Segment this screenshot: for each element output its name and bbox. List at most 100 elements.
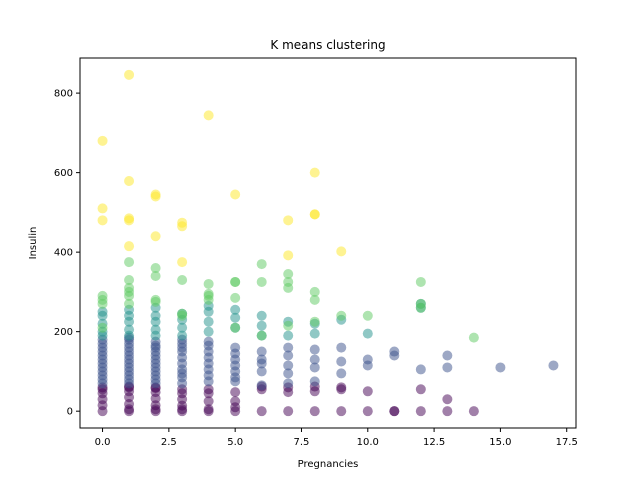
data-point-cluster-0 [177,404,188,415]
data-point-cluster-1 [495,362,506,373]
data-point-cluster-3 [97,322,108,333]
y-tick-label: 400 [54,248,73,259]
data-point-cluster-0 [230,387,241,398]
data-point-cluster-0 [362,406,373,417]
data-point-cluster-1 [336,342,347,353]
data-point-cluster-4 [230,189,241,200]
data-point-cluster-3 [124,298,135,309]
data-point-cluster-2 [150,324,161,335]
x-axis-label: Pregnancies [298,459,359,470]
data-point-cluster-2 [97,306,108,317]
data-point-cluster-4 [309,209,320,220]
data-point-cluster-3 [177,310,188,321]
data-point-cluster-0 [442,394,453,405]
data-point-cluster-1 [203,336,214,347]
data-point-cluster-1 [256,380,267,391]
data-point-cluster-3 [124,257,135,268]
x-tick-label: 12.5 [423,437,445,448]
data-point-cluster-0 [362,386,373,397]
data-point-cluster-1 [283,350,294,361]
data-point-cluster-4 [124,241,135,252]
axes-frame [79,57,577,429]
data-point-cluster-3 [203,290,214,301]
data-point-cluster-0 [203,396,214,407]
data-point-cluster-3 [150,263,161,274]
points-layer [97,69,559,417]
data-point-cluster-2 [177,322,188,333]
data-point-cluster-1 [256,366,267,377]
data-point-cluster-4 [97,135,108,146]
data-point-cluster-4 [150,191,161,202]
data-point-cluster-2 [177,330,188,341]
data-point-cluster-0 [230,396,241,407]
data-point-cluster-3 [150,271,161,281]
data-point-cluster-3 [124,274,135,285]
data-point-cluster-1 [336,356,347,367]
data-point-cluster-4 [124,215,135,226]
data-point-cluster-3 [415,302,426,313]
data-point-cluster-0 [389,406,400,417]
y-axis-label: Insulin [28,227,39,260]
x-tick-label: 2.5 [161,437,177,448]
data-point-cluster-3 [283,269,294,280]
data-point-cluster-4 [336,246,347,257]
x-axis-ticks: 0.0 2.5 5.0 7.5 10.0 12.5 15.0 17.5 [95,428,578,448]
x-tick-label: 15.0 [489,437,511,448]
data-point-cluster-0 [203,404,214,415]
data-point-cluster-1 [309,344,320,355]
data-point-cluster-3 [362,310,373,321]
data-point-cluster-1 [283,368,294,379]
data-point-cluster-3 [150,294,161,305]
data-point-cluster-0 [336,382,347,393]
data-point-cluster-0 [283,406,294,417]
data-point-cluster-0 [256,406,267,417]
data-point-cluster-1 [283,342,294,353]
data-point-cluster-4 [177,257,188,268]
data-point-cluster-2 [309,328,320,339]
data-point-cluster-0 [150,404,161,415]
y-axis-ticks: 0 200 400 600 800 [54,89,80,418]
data-point-cluster-2 [230,312,241,323]
data-point-cluster-2 [150,310,161,321]
y-tick-label: 600 [54,168,73,179]
data-point-cluster-1 [283,378,294,389]
data-point-cluster-3 [230,276,241,287]
data-point-cluster-1 [309,362,320,373]
x-tick-label: 17.5 [556,437,578,448]
data-point-cluster-3 [468,332,479,343]
data-point-cluster-4 [97,215,108,226]
data-point-cluster-2 [256,320,267,331]
data-point-cluster-3 [336,310,347,321]
data-point-cluster-2 [256,310,267,321]
data-point-cluster-0 [336,406,347,417]
data-point-cluster-3 [124,282,135,293]
data-point-cluster-3 [309,294,320,305]
data-point-cluster-4 [283,250,294,261]
data-point-cluster-1 [256,346,267,357]
data-point-cluster-3 [97,290,108,301]
data-point-cluster-1 [442,362,453,373]
x-tick-label: 0.0 [95,437,111,448]
data-point-cluster-3 [177,274,188,285]
x-tick-label: 10.0 [357,437,379,448]
data-point-cluster-0 [415,406,426,417]
data-point-cluster-4 [124,69,135,80]
data-point-cluster-3 [256,259,267,270]
data-point-cluster-1 [415,364,426,375]
data-point-cluster-0 [468,406,479,417]
x-tick-label: 5.0 [227,437,243,448]
data-point-cluster-3 [230,322,241,333]
data-point-cluster-4 [283,215,294,226]
data-point-cluster-3 [309,316,320,327]
data-point-cluster-0 [415,384,426,395]
data-point-cluster-1 [442,350,453,361]
data-point-cluster-2 [124,324,135,335]
data-point-cluster-2 [230,304,241,315]
data-point-cluster-3 [283,282,294,293]
data-point-cluster-3 [283,320,294,331]
y-tick-label: 200 [54,327,73,338]
y-tick-label: 800 [54,89,73,100]
data-point-cluster-4 [203,110,214,121]
